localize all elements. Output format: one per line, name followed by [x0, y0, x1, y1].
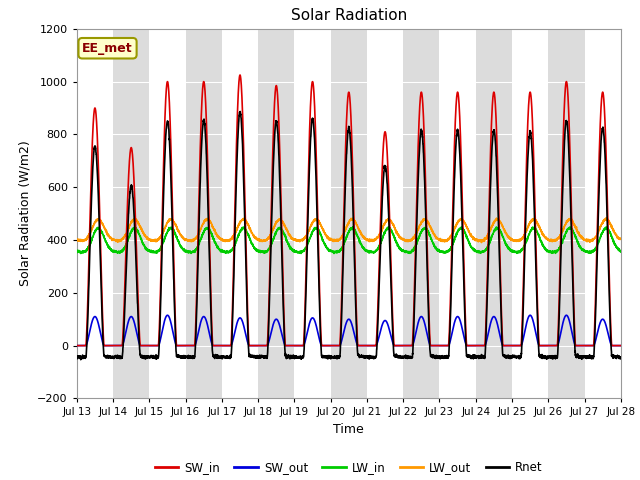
LW_in: [617, 248, 625, 254]
SW_out: [616, 343, 624, 348]
Rnet: [329, 355, 337, 360]
Bar: [331, 29, 367, 398]
Line: Rnet: Rnet: [77, 111, 621, 360]
SW_out: [471, 343, 479, 348]
LW_out: [616, 236, 624, 241]
LW_out: [602, 215, 610, 220]
LW_out: [171, 220, 179, 226]
Rnet: [77, 357, 84, 362]
LW_in: [441, 249, 449, 255]
SW_in: [171, 291, 179, 297]
Rnet: [441, 355, 449, 360]
Rnet: [616, 356, 624, 361]
SW_out: [502, 343, 509, 348]
Bar: [186, 29, 222, 398]
SW_out: [73, 343, 81, 348]
SW_in: [329, 343, 337, 348]
Bar: [476, 29, 512, 398]
X-axis label: Time: Time: [333, 423, 364, 436]
LW_in: [330, 251, 338, 256]
Rnet: [73, 354, 81, 360]
LW_in: [616, 249, 624, 254]
SW_in: [617, 343, 625, 348]
Bar: [548, 29, 584, 398]
SW_out: [328, 343, 336, 348]
Rnet: [236, 108, 244, 114]
Legend: SW_in, SW_out, LW_in, LW_out, Rnet: SW_in, SW_out, LW_in, LW_out, Rnet: [150, 456, 547, 479]
LW_out: [471, 237, 479, 242]
Rnet: [617, 355, 625, 360]
LW_in: [471, 248, 479, 253]
Line: LW_in: LW_in: [77, 227, 621, 253]
Line: SW_in: SW_in: [77, 75, 621, 346]
SW_out: [171, 337, 179, 343]
Bar: [113, 29, 149, 398]
Rnet: [502, 353, 509, 359]
Rnet: [471, 355, 479, 360]
SW_out: [617, 343, 625, 348]
Text: EE_met: EE_met: [82, 42, 133, 55]
LW_in: [171, 230, 179, 236]
SW_in: [236, 72, 244, 78]
LW_out: [328, 237, 336, 242]
Bar: [258, 29, 294, 398]
SW_in: [73, 343, 81, 348]
LW_out: [477, 240, 485, 245]
LW_in: [328, 248, 336, 254]
SW_out: [563, 312, 570, 318]
Rnet: [171, 310, 179, 315]
Bar: [403, 29, 440, 398]
SW_in: [502, 343, 509, 348]
LW_out: [440, 239, 448, 244]
SW_in: [616, 343, 624, 348]
SW_in: [441, 343, 449, 348]
Title: Solar Radiation: Solar Radiation: [291, 9, 407, 24]
LW_out: [617, 236, 625, 242]
LW_in: [566, 224, 574, 230]
LW_in: [73, 249, 81, 254]
Line: LW_out: LW_out: [77, 217, 621, 242]
SW_in: [471, 343, 479, 348]
SW_out: [440, 343, 448, 348]
LW_out: [502, 229, 509, 235]
LW_in: [502, 241, 509, 247]
Y-axis label: Solar Radiation (W/m2): Solar Radiation (W/m2): [19, 141, 32, 287]
Line: SW_out: SW_out: [77, 315, 621, 346]
LW_out: [73, 238, 81, 243]
